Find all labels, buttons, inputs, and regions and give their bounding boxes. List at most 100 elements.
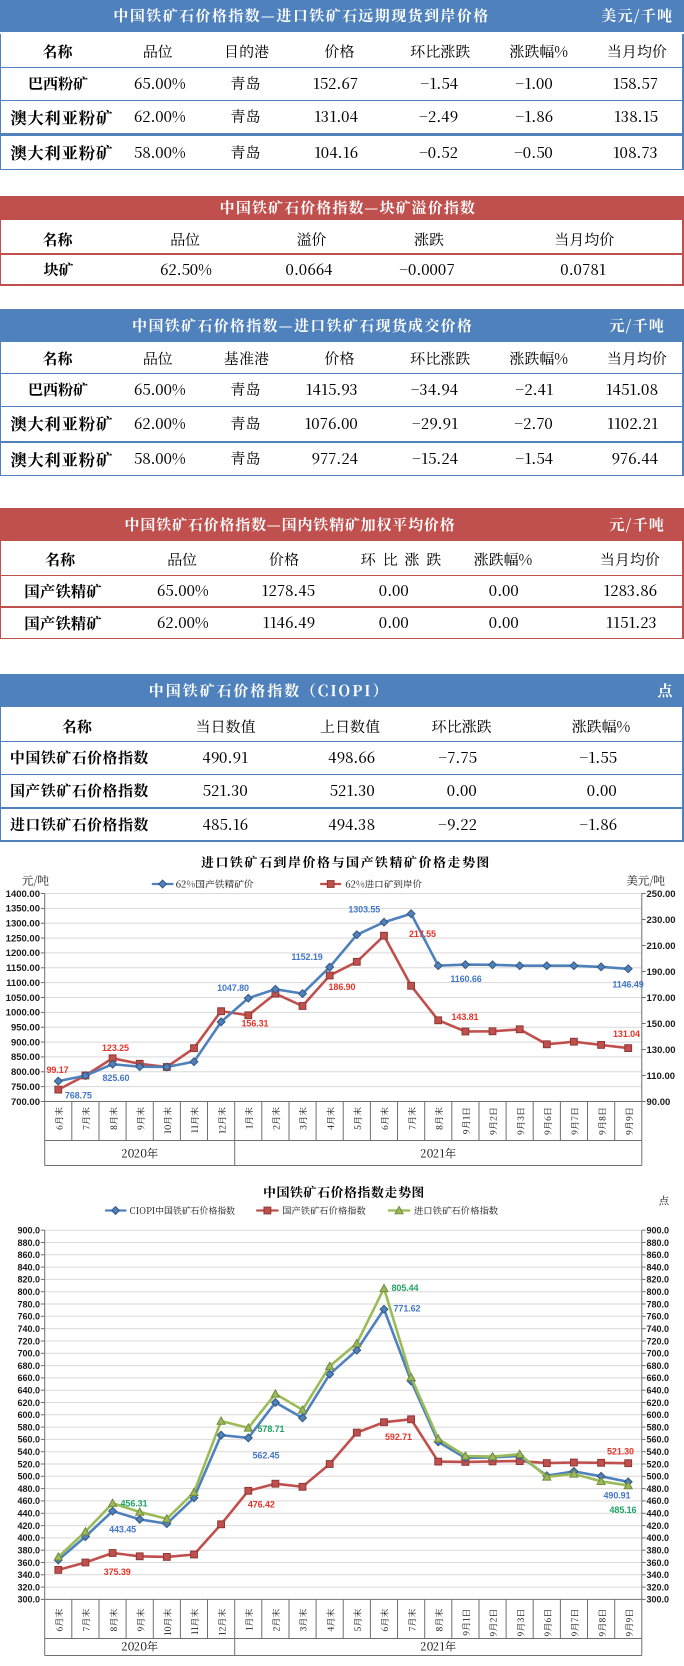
svg-text:进口铁矿石价格指数: 进口铁矿石价格指数	[413, 1203, 499, 1217]
svg-text:840.0: 840.0	[17, 1262, 40, 1272]
svg-text:521.30: 521.30	[607, 1447, 634, 1457]
svg-text:768.75: 768.75	[65, 1091, 92, 1101]
svg-text:400.0: 400.0	[17, 1533, 40, 1543]
svg-text:560.0: 560.0	[17, 1435, 40, 1445]
svg-text:750.00: 750.00	[11, 1082, 40, 1093]
svg-text:8月末: 8月末	[107, 1609, 120, 1632]
svg-text:400.0: 400.0	[647, 1533, 670, 1543]
svg-text:640.0: 640.0	[647, 1386, 670, 1396]
svg-text:2021年: 2021年	[420, 1146, 456, 1162]
svg-text:520.0: 520.0	[17, 1459, 40, 1469]
svg-text:1400.00: 1400.00	[6, 889, 40, 900]
svg-text:480.0: 480.0	[17, 1484, 40, 1494]
svg-text:1300.00: 1300.00	[6, 919, 40, 930]
svg-text:217.55: 217.55	[409, 929, 436, 939]
svg-text:1150.00: 1150.00	[6, 963, 40, 974]
svg-text:480.0: 480.0	[647, 1484, 670, 1494]
svg-text:中国铁矿石价格指数走势图: 中国铁矿石价格指数走势图	[263, 1182, 425, 1201]
svg-text:600.0: 600.0	[647, 1410, 670, 1420]
svg-text:9月8日: 9月8日	[595, 1107, 608, 1135]
svg-text:1303.55: 1303.55	[348, 905, 380, 915]
svg-text:680.0: 680.0	[17, 1361, 40, 1371]
svg-text:143.81: 143.81	[452, 1012, 479, 1022]
svg-text:580.0: 580.0	[647, 1422, 670, 1432]
svg-text:9月9日: 9月9日	[622, 1107, 635, 1135]
svg-text:130.00: 130.00	[647, 1045, 676, 1056]
svg-text:6月末: 6月末	[53, 1107, 66, 1130]
svg-text:2月末: 2月末	[270, 1107, 283, 1130]
svg-text:10月末: 10月末	[161, 1609, 174, 1636]
svg-text:300.0: 300.0	[647, 1595, 670, 1605]
svg-text:1146.49: 1146.49	[612, 980, 643, 990]
svg-text:900.0: 900.0	[647, 1226, 670, 1236]
svg-text:点: 点	[659, 1194, 670, 1209]
svg-text:4月末: 4月末	[324, 1609, 337, 1632]
svg-text:700.0: 700.0	[647, 1349, 670, 1359]
svg-text:1100.00: 1100.00	[6, 978, 40, 989]
svg-text:6月末: 6月末	[53, 1609, 66, 1632]
svg-text:230.00: 230.00	[647, 915, 676, 926]
svg-text:660.0: 660.0	[647, 1373, 670, 1383]
svg-text:12月末: 12月末	[215, 1609, 228, 1636]
svg-text:62%国产铁精矿价: 62%国产铁精矿价	[176, 876, 254, 890]
svg-text:740.0: 740.0	[17, 1324, 40, 1334]
svg-text:375.39: 375.39	[104, 1567, 131, 1577]
svg-text:99.17: 99.17	[46, 1065, 68, 1075]
svg-text:456.31: 456.31	[121, 1499, 148, 1509]
svg-text:9月末: 9月末	[134, 1107, 147, 1130]
svg-text:380.0: 380.0	[17, 1546, 40, 1556]
svg-text:540.0: 540.0	[17, 1447, 40, 1457]
svg-text:美元/吨: 美元/吨	[627, 873, 666, 889]
svg-text:700.0: 700.0	[17, 1349, 40, 1359]
svg-text:110.00: 110.00	[647, 1071, 676, 1082]
svg-text:1050.00: 1050.00	[6, 993, 40, 1004]
svg-text:950.00: 950.00	[11, 1023, 40, 1034]
svg-text:9月3日: 9月3日	[514, 1609, 527, 1637]
svg-text:880.0: 880.0	[17, 1238, 40, 1248]
svg-text:9月2日: 9月2日	[487, 1609, 500, 1637]
svg-text:9月9日: 9月9日	[622, 1609, 635, 1637]
svg-text:5月末: 5月末	[351, 1107, 364, 1130]
svg-text:9月7日: 9月7日	[568, 1609, 581, 1637]
svg-text:156.31: 156.31	[242, 1019, 269, 1029]
svg-text:11月末: 11月末	[188, 1107, 201, 1133]
svg-text:680.0: 680.0	[647, 1361, 670, 1371]
svg-text:国产铁矿石价格指数: 国产铁矿石价格指数	[282, 1203, 366, 1217]
svg-text:900.00: 900.00	[11, 1037, 40, 1048]
svg-text:600.0: 600.0	[17, 1410, 40, 1420]
svg-text:780.0: 780.0	[647, 1299, 670, 1309]
svg-text:4月末: 4月末	[324, 1107, 337, 1130]
svg-text:860.0: 860.0	[647, 1250, 670, 1260]
svg-text:进口铁矿石到岸价格与国产铁精矿价格走势图: 进口铁矿石到岸价格与国产铁精矿价格走势图	[201, 852, 491, 871]
svg-text:800.00: 800.00	[11, 1067, 40, 1078]
svg-text:620.0: 620.0	[647, 1398, 670, 1408]
svg-text:490.91: 490.91	[604, 1491, 631, 1501]
svg-text:1月末: 1月末	[243, 1609, 256, 1631]
svg-text:720.0: 720.0	[17, 1336, 40, 1346]
svg-text:1160.66: 1160.66	[450, 974, 481, 984]
svg-text:1200.00: 1200.00	[6, 948, 40, 959]
svg-text:2020年: 2020年	[121, 1146, 158, 1162]
svg-text:9月1日: 9月1日	[460, 1107, 473, 1134]
svg-text:660.0: 660.0	[17, 1373, 40, 1383]
svg-text:6月末: 6月末	[378, 1609, 391, 1632]
svg-text:860.0: 860.0	[17, 1250, 40, 1260]
svg-text:3月末: 3月末	[297, 1609, 310, 1632]
svg-text:131.04: 131.04	[613, 1029, 640, 1039]
svg-text:440.0: 440.0	[17, 1509, 40, 1519]
svg-text:9月末: 9月末	[134, 1609, 147, 1632]
svg-text:580.0: 580.0	[17, 1422, 40, 1432]
svg-text:380.0: 380.0	[647, 1546, 670, 1556]
svg-text:1152.19: 1152.19	[291, 952, 322, 962]
svg-text:760.0: 760.0	[17, 1312, 40, 1322]
svg-text:1000.00: 1000.00	[6, 1008, 40, 1019]
svg-text:300.0: 300.0	[17, 1595, 40, 1605]
svg-text:420.0: 420.0	[647, 1521, 670, 1531]
svg-text:2021年: 2021年	[420, 1639, 456, 1655]
svg-text:5月末: 5月末	[351, 1609, 364, 1632]
svg-text:3月末: 3月末	[297, 1107, 310, 1130]
svg-text:640.0: 640.0	[17, 1386, 40, 1396]
svg-text:900.0: 900.0	[17, 1226, 40, 1236]
svg-text:440.0: 440.0	[647, 1509, 670, 1519]
svg-text:1月末: 1月末	[243, 1107, 256, 1129]
